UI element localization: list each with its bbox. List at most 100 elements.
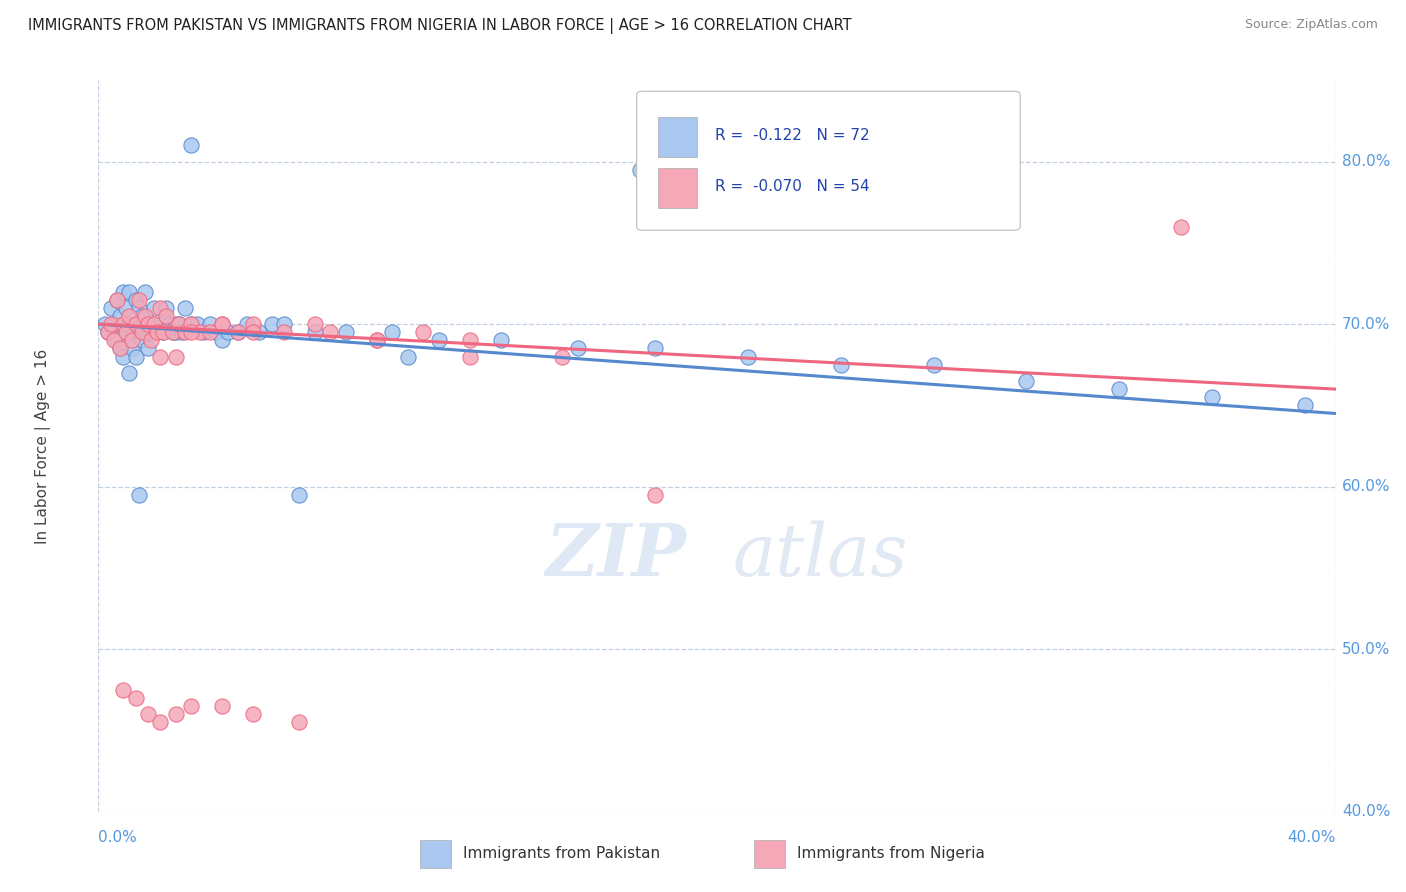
Text: 40.0%: 40.0% xyxy=(1341,805,1391,819)
Point xyxy=(273,325,295,339)
Text: 50.0%: 50.0% xyxy=(1341,641,1391,657)
Point xyxy=(551,350,574,364)
Point xyxy=(146,325,169,339)
Point xyxy=(242,325,264,339)
Point xyxy=(165,707,187,722)
Point xyxy=(830,358,852,372)
Point xyxy=(124,317,146,331)
Point xyxy=(143,301,166,315)
Point xyxy=(97,325,120,339)
Point xyxy=(115,325,138,339)
Point xyxy=(112,682,135,697)
Point xyxy=(186,317,208,331)
Point xyxy=(149,715,172,730)
Point xyxy=(128,301,150,315)
Point xyxy=(112,317,135,331)
Point xyxy=(108,342,131,356)
Point xyxy=(211,334,233,348)
Bar xyxy=(658,117,697,157)
Point xyxy=(489,334,512,348)
Point xyxy=(174,325,197,339)
Point xyxy=(124,317,146,331)
Point xyxy=(136,342,159,356)
Point xyxy=(180,325,202,339)
Point xyxy=(174,301,197,315)
Point xyxy=(115,325,138,339)
Bar xyxy=(658,168,697,209)
Point xyxy=(136,317,159,331)
Text: 40.0%: 40.0% xyxy=(1288,830,1336,845)
Point xyxy=(198,325,221,339)
Point xyxy=(165,325,187,339)
Point xyxy=(131,334,153,348)
Point xyxy=(180,317,202,331)
Point xyxy=(118,285,141,299)
Point xyxy=(644,342,666,356)
Point xyxy=(139,325,162,339)
Point xyxy=(105,293,128,307)
Text: IMMIGRANTS FROM PAKISTAN VS IMMIGRANTS FROM NIGERIA IN LABOR FORCE | AGE > 16 CO: IMMIGRANTS FROM PAKISTAN VS IMMIGRANTS F… xyxy=(28,18,852,34)
Point xyxy=(167,317,190,331)
Point xyxy=(134,309,156,323)
Point xyxy=(319,325,342,339)
Point xyxy=(567,342,589,356)
Point xyxy=(180,317,202,331)
Point xyxy=(922,358,945,372)
Point xyxy=(644,488,666,502)
Point xyxy=(180,138,202,153)
Point xyxy=(124,350,146,364)
Point xyxy=(335,325,357,339)
Point xyxy=(162,325,184,339)
Point xyxy=(236,317,259,331)
Point xyxy=(190,325,212,339)
Point xyxy=(112,350,135,364)
Point xyxy=(146,325,169,339)
Bar xyxy=(754,840,785,868)
Point xyxy=(143,317,166,331)
Point xyxy=(155,309,177,323)
Point xyxy=(412,325,434,339)
Point xyxy=(149,317,172,331)
Point xyxy=(211,317,233,331)
Point xyxy=(139,334,162,348)
Point xyxy=(118,366,141,380)
Point xyxy=(93,317,115,331)
Point xyxy=(427,334,450,348)
Point xyxy=(304,325,326,339)
Point xyxy=(260,317,283,331)
Point xyxy=(396,350,419,364)
Point xyxy=(226,325,249,339)
Point xyxy=(131,325,153,339)
Point xyxy=(247,325,270,339)
Point xyxy=(118,309,141,323)
Point xyxy=(136,707,159,722)
Point xyxy=(193,325,215,339)
Point xyxy=(170,325,193,339)
Point xyxy=(1201,390,1223,404)
Point xyxy=(381,325,404,339)
Point xyxy=(124,690,146,705)
Point xyxy=(366,334,388,348)
Point xyxy=(288,488,311,502)
Text: Immigrants from Pakistan: Immigrants from Pakistan xyxy=(464,846,661,861)
Bar xyxy=(420,840,451,868)
Point xyxy=(304,317,326,331)
Point xyxy=(128,325,150,339)
Point xyxy=(205,325,228,339)
Point xyxy=(242,707,264,722)
Point xyxy=(217,325,239,339)
Point xyxy=(118,317,141,331)
Point xyxy=(628,162,651,177)
Point xyxy=(458,334,481,348)
Point xyxy=(100,317,122,331)
Point xyxy=(128,488,150,502)
Point xyxy=(162,325,184,339)
Point xyxy=(167,317,190,331)
Point xyxy=(1170,219,1192,234)
Point xyxy=(165,317,187,331)
Text: 0.0%: 0.0% xyxy=(98,830,138,845)
Point xyxy=(198,317,221,331)
Point xyxy=(100,301,122,315)
Text: In Labor Force | Age > 16: In Labor Force | Age > 16 xyxy=(35,349,51,543)
Point xyxy=(211,699,233,714)
